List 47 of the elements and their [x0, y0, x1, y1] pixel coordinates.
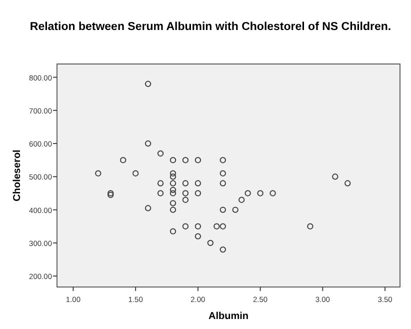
- point: [170, 174, 176, 180]
- point: [95, 170, 102, 176]
- point: [207, 240, 214, 246]
- point: [170, 190, 176, 196]
- point: [194, 223, 202, 230]
- point: [194, 190, 202, 196]
- point: [144, 140, 152, 147]
- point: [220, 180, 226, 186]
- point: [157, 190, 164, 196]
- point: [170, 228, 176, 234]
- point: [182, 223, 189, 230]
- point: [182, 190, 189, 196]
- point: [238, 196, 245, 203]
- y-axis-title: Choleserol: [12, 149, 23, 202]
- point: [307, 223, 314, 230]
- point: [270, 190, 276, 196]
- point: [170, 156, 176, 164]
- point: [194, 233, 202, 240]
- point: [220, 170, 226, 176]
- point: [257, 190, 264, 196]
- point: [214, 223, 220, 230]
- point: [220, 246, 226, 253]
- point: [220, 156, 226, 164]
- point: [120, 156, 126, 164]
- point: [170, 200, 176, 206]
- point: [232, 206, 238, 213]
- point: [157, 180, 164, 186]
- point: [132, 170, 139, 176]
- point: [182, 180, 189, 186]
- chart-title: Relation between Serum Albumin with Cholestorel of NS Children.: [30, 21, 392, 33]
- point: [182, 156, 189, 164]
- point: [170, 186, 176, 194]
- point: [194, 180, 202, 186]
- point: [157, 150, 164, 157]
- point: [170, 170, 176, 176]
- point: [220, 223, 226, 230]
- point: [182, 196, 189, 203]
- point: [332, 174, 338, 180]
- point: [194, 156, 202, 164]
- point: [244, 190, 251, 196]
- point: [220, 206, 226, 213]
- point: [170, 180, 176, 186]
- point: [170, 206, 176, 213]
- x-axis-title: Albumin: [208, 311, 248, 322]
- point: [144, 205, 152, 212]
- point: [344, 180, 351, 186]
- point: [144, 80, 152, 87]
